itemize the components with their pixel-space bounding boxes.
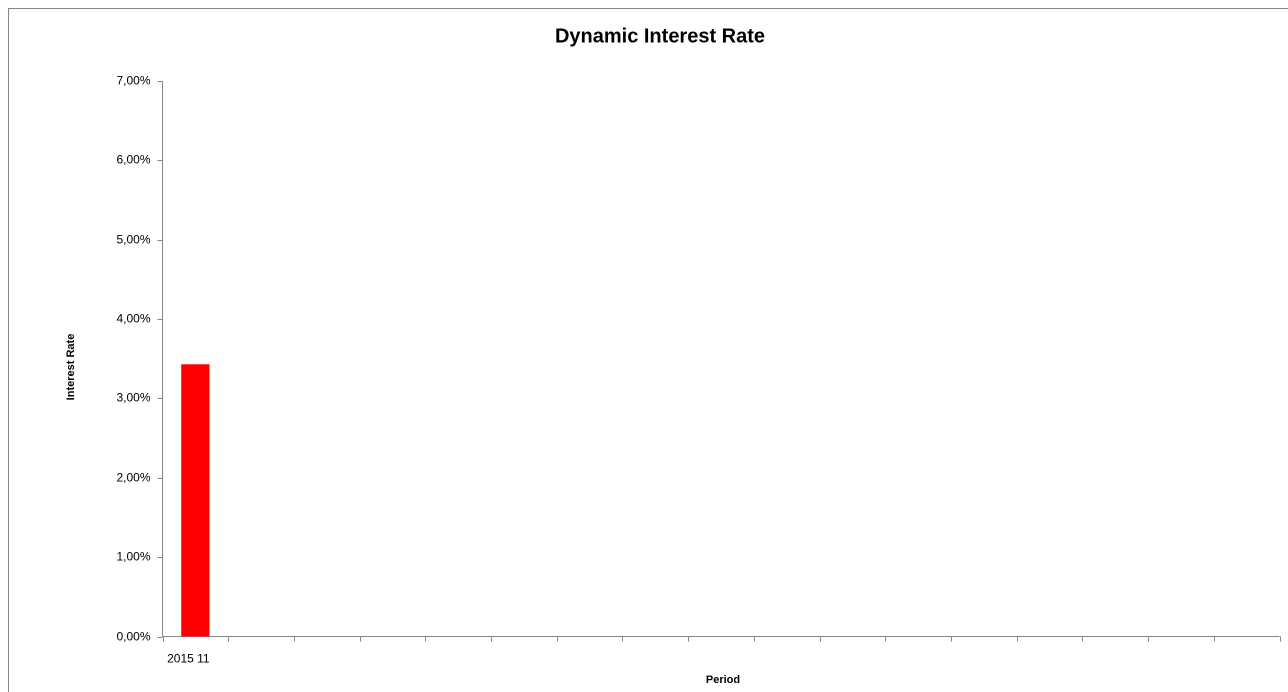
y-tick-label: 2,00% — [116, 471, 150, 485]
y-tick-label: 1,00% — [116, 550, 150, 564]
chart-title: Dynamic Interest Rate — [555, 25, 765, 47]
y-tick-label: 3,00% — [116, 391, 150, 405]
y-tick-label: 7,00% — [116, 74, 150, 88]
x-tick-label: 2015 11 — [167, 652, 210, 666]
y-tick-label: 0,00% — [116, 630, 150, 644]
y-tick-label: 6,00% — [116, 153, 150, 167]
y-tick-label: 5,00% — [116, 233, 150, 247]
y-tick-label: 4,00% — [116, 312, 150, 326]
bar — [181, 364, 210, 637]
y-axis-title: Interest Rate — [65, 334, 77, 401]
x-axis-title: Period — [706, 674, 740, 686]
chart-frame — [8, 8, 1288, 692]
